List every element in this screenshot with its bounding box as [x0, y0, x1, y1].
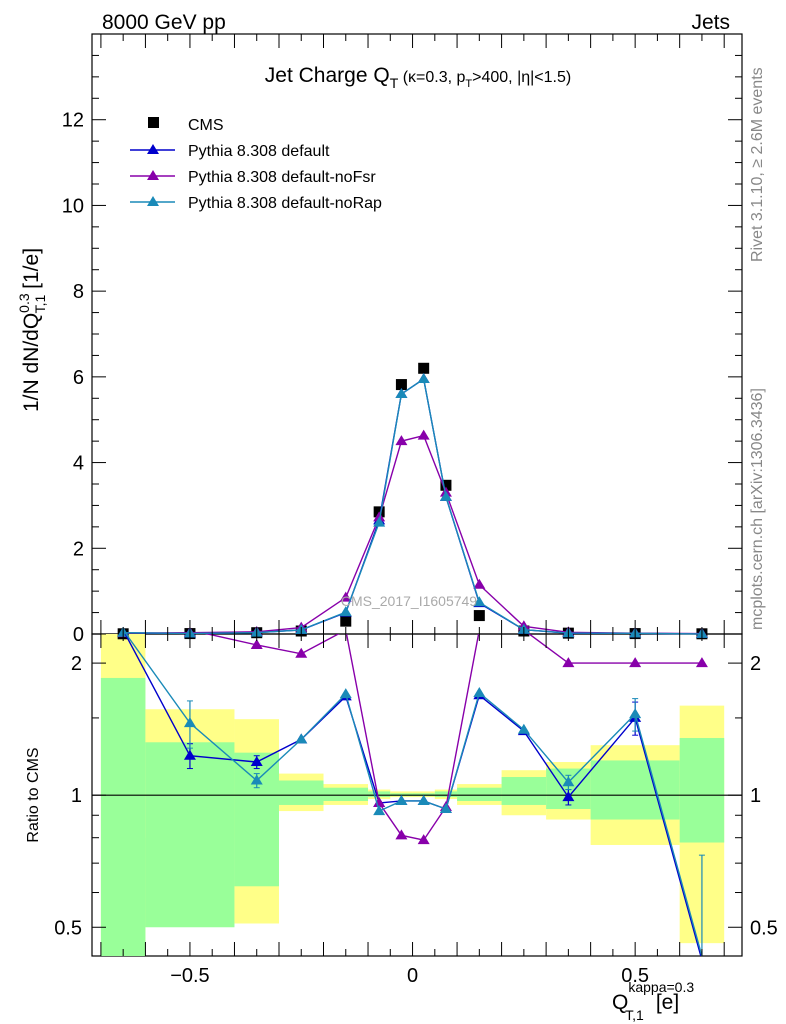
band-green: [679, 737, 725, 843]
ratio-data-point: [695, 657, 708, 668]
ratio-data-point: [629, 708, 642, 719]
series-line: [123, 434, 702, 635]
y-tick-label: 12: [62, 110, 84, 132]
band-green: [145, 742, 235, 928]
ratio-series-line: [125, 634, 703, 956]
y-tick-label: 4: [73, 453, 84, 475]
data-point-cms: [418, 362, 430, 374]
band-green: [501, 777, 547, 805]
rivet-info: Rivet 3.1.10, ≥ 2.6M events: [749, 67, 766, 262]
band-green: [368, 791, 391, 798]
series-line: [123, 377, 702, 635]
data-point-cms: [440, 479, 452, 491]
legend-label-default: Pythia 8.308 default: [188, 143, 330, 160]
legend-label-nofsr: Pythia 8.308 default-noFsr: [188, 169, 376, 186]
plot-title: Jet Charge QT (κ=0.3, pT>400, |η|<1.5): [265, 64, 571, 91]
data-point-mc: [473, 578, 486, 589]
y-tick-label: 2: [73, 538, 84, 560]
ratio-data-point: [183, 749, 196, 760]
ratio-data-point: [517, 723, 530, 734]
watermark-label: CMS_2017_I1605749: [341, 593, 477, 609]
data-point-mc: [395, 388, 408, 398]
legend-marker-cms: [148, 117, 159, 128]
data-point-cms: [395, 379, 407, 391]
ratio-y-tick-label: 1: [71, 785, 82, 807]
ratio-series-line: [204, 634, 702, 841]
band-green: [590, 760, 680, 820]
ratio-data-point: [439, 803, 452, 814]
ratio-y-tick-label: 2: [71, 653, 82, 675]
legend-marker-nofsr: [147, 170, 159, 180]
ratio-data-point: [417, 794, 430, 805]
y-axis-label: 1/N dN/dQ0.3T,1 [1/e]: [16, 248, 48, 412]
process-label: Jets: [691, 11, 730, 34]
ratio-data-point: [250, 774, 263, 785]
ratio-data-point: [373, 796, 386, 807]
data-point-mc: [417, 373, 430, 383]
ratio-data-point: [295, 647, 308, 658]
ratio-plot-content: [92, 634, 742, 956]
ratio-data-point: [395, 829, 408, 840]
ratio-y-tick-label: 2: [750, 653, 761, 675]
data-point-cms: [340, 615, 352, 627]
ratio-data-point: [562, 776, 575, 787]
data-point-mc: [339, 606, 352, 617]
legend-marker-norap: [147, 196, 159, 206]
ratio-data-point: [295, 733, 308, 744]
data-point-mc: [373, 516, 386, 527]
band-green: [457, 787, 502, 801]
legend-label-norap: Pythia 8.308 default-noRap: [188, 195, 382, 212]
band-green: [434, 791, 458, 798]
y-tick-label: 6: [73, 367, 84, 389]
legend: CMS Pythia 8.308 default Pythia 8.308 de…: [130, 117, 382, 212]
ratio-y-tick-label: 0.5: [750, 917, 778, 939]
ratio-data-point: [183, 717, 196, 728]
data-point-mc: [395, 435, 408, 446]
y-tick-label: 10: [62, 195, 84, 217]
band-green: [234, 752, 279, 887]
y-tick-label: 0: [73, 624, 84, 646]
ratio-data-point: [339, 688, 352, 699]
y-tick-label: 8: [73, 281, 84, 303]
ratio-y-axis-label: Ratio to CMS: [25, 747, 42, 842]
ratio-data-point: [417, 834, 430, 845]
ratio-data-point: [373, 805, 386, 816]
data-point-mc: [473, 596, 486, 607]
legend-label-cms: CMS: [188, 117, 224, 134]
x-tick-label: −0.5: [170, 965, 209, 987]
ratio-data-point: [250, 756, 263, 767]
data-point-mc: [439, 490, 452, 501]
band-green: [323, 787, 369, 801]
data-point-cms: [473, 610, 485, 622]
x-tick-label: 0: [407, 965, 418, 987]
data-point-mc: [339, 591, 352, 602]
x-tick-label: 0.5: [621, 965, 649, 987]
ratio-data-point: [473, 686, 486, 697]
data-point-mc: [417, 429, 430, 440]
data-point-mc: [373, 511, 386, 522]
ratio-y-tick-label: 1: [750, 785, 761, 807]
energy-label: 8000 GeV pp: [102, 11, 226, 34]
legend-marker-default: [147, 144, 159, 154]
ratio-data-point: [629, 657, 642, 668]
band-green: [100, 677, 146, 956]
mcplots-info: mcplots.cern.ch [arXiv:1306.3436]: [749, 388, 766, 630]
ratio-y-tick-label: 0.5: [54, 917, 82, 939]
ratio-data-point: [562, 657, 575, 668]
band-green: [278, 780, 324, 805]
ratio-data-point: [250, 638, 263, 649]
ratio-data-point: [562, 791, 575, 802]
ratio-data-point: [395, 794, 408, 805]
